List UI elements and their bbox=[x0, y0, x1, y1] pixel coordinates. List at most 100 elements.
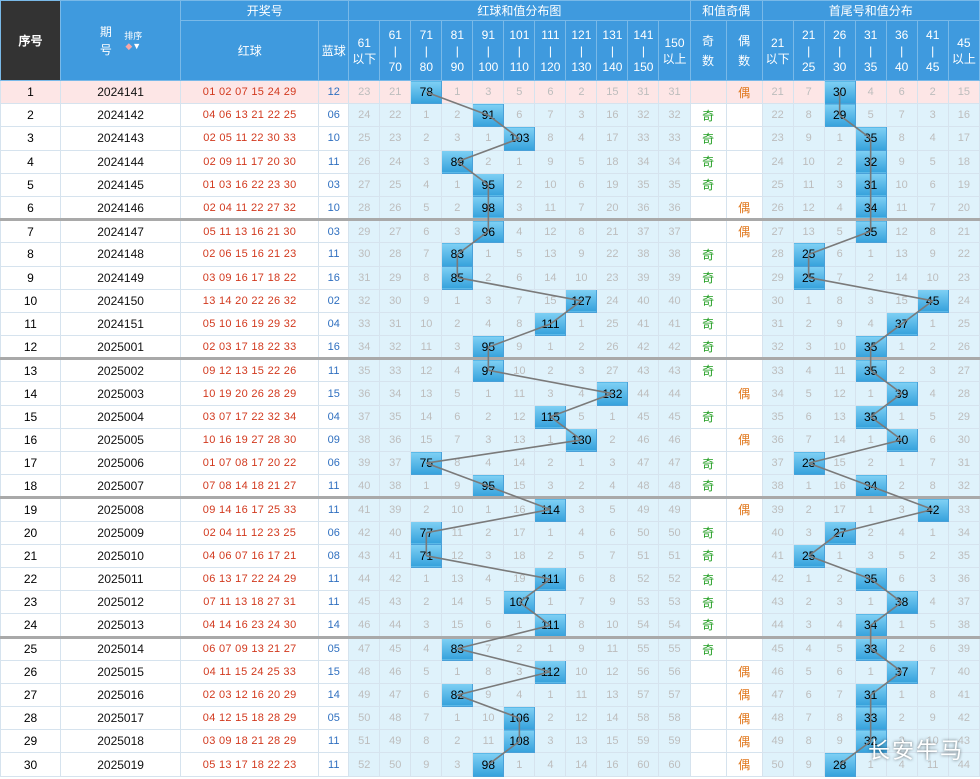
table-row: 23 2025012 07 11 13 18 27 31 11 45 43 2 14 5 107 1… bbox=[0, 590, 980, 615]
tail-miss-cell: 30 bbox=[947, 427, 980, 453]
sum-miss-cell: 1 bbox=[410, 566, 443, 592]
row-blue-ball: 06 bbox=[318, 520, 350, 545]
sum-miss-cell: 1 bbox=[503, 613, 536, 639]
sum-miss-cell: 7 bbox=[534, 103, 567, 128]
parity-even-cell bbox=[725, 103, 763, 128]
tail-miss-cell: 1 bbox=[916, 520, 949, 545]
tail-miss-cell: 33 bbox=[947, 497, 980, 522]
sum-miss-cell: 2 bbox=[565, 474, 598, 500]
parity-even-cell bbox=[725, 404, 763, 429]
row-blue-ball: 09 bbox=[318, 427, 350, 453]
sum-miss-cell: 11 bbox=[534, 195, 567, 222]
row-blue-ball: 03 bbox=[318, 172, 350, 197]
sum-miss-cell: 1 bbox=[472, 497, 505, 522]
sum-miss-cell: 24 bbox=[348, 103, 381, 128]
tail-miss-cell: 2 bbox=[916, 543, 949, 568]
tail-hit-cell: 35 bbox=[854, 219, 887, 244]
header-red: 红球 bbox=[180, 20, 320, 81]
tail-miss-cell: 25 bbox=[947, 311, 980, 337]
sum-miss-cell: 11 bbox=[503, 381, 536, 406]
tail-miss-cell: 36 bbox=[761, 427, 794, 453]
row-period: 2024149 bbox=[60, 265, 182, 290]
table-row: 12 2025001 02 03 17 18 22 33 16 34 32 11 3 95 9 1 2… bbox=[0, 335, 980, 361]
row-period: 2025017 bbox=[60, 706, 182, 731]
sum-miss-cell: 23 bbox=[596, 265, 629, 290]
row-serial: 30 bbox=[0, 752, 62, 777]
sum-miss-cell: 44 bbox=[379, 613, 412, 639]
sum-miss-cell: 1 bbox=[534, 427, 567, 453]
sum-miss-cell: 43 bbox=[379, 590, 412, 615]
sum-miss-cell: 3 bbox=[503, 195, 536, 222]
sum-miss-cell: 5 bbox=[503, 242, 536, 267]
tail-miss-cell: 5 bbox=[885, 543, 918, 568]
sum-miss-cell: 4 bbox=[472, 450, 505, 476]
sum-miss-cell: 6 bbox=[565, 566, 598, 592]
row-blue-ball: 11 bbox=[318, 566, 350, 592]
tail-miss-cell: 8 bbox=[792, 103, 825, 128]
tail-miss-cell: 46 bbox=[761, 659, 794, 684]
sum-miss-cell: 11 bbox=[596, 636, 629, 661]
table-row: 4 2024144 02 09 11 17 20 30 11 26 24 3 89 2 1 9 5 18… bbox=[0, 149, 980, 174]
parity-even-cell: 偶 bbox=[725, 497, 763, 522]
tail-miss-cell: 45 bbox=[761, 636, 794, 661]
tail-miss-cell: 17 bbox=[823, 497, 856, 522]
sum-miss-cell: 9 bbox=[534, 149, 567, 174]
sum-miss-cell: 42 bbox=[658, 335, 691, 361]
sum-miss-cell: 11 bbox=[565, 682, 598, 708]
row-red-balls: 06 13 17 22 24 29 bbox=[180, 566, 320, 592]
tail-miss-cell: 16 bbox=[947, 103, 980, 128]
parity-odd-cell: 奇 bbox=[689, 311, 727, 337]
sum-miss-cell: 46 bbox=[658, 427, 691, 453]
row-blue-ball: 14 bbox=[318, 682, 350, 708]
tail-miss-cell: 6 bbox=[916, 636, 949, 661]
sum-miss-cell: 37 bbox=[627, 219, 660, 244]
row-serial: 11 bbox=[0, 311, 62, 337]
sum-miss-cell: 3 bbox=[472, 288, 505, 313]
header-tail-col-5: 41 | 45 bbox=[916, 20, 949, 81]
header-tail-col-2: 26 | 30 bbox=[823, 20, 856, 81]
sum-miss-cell: 45 bbox=[627, 404, 660, 429]
sum-miss-cell: 2 bbox=[410, 590, 443, 615]
tail-hit-cell: 29 bbox=[823, 103, 856, 128]
tail-miss-cell: 3 bbox=[916, 103, 949, 128]
tail-hit-cell: 40 bbox=[885, 427, 918, 453]
sum-miss-cell: 5 bbox=[503, 79, 536, 105]
sum-miss-cell: 2 bbox=[503, 636, 536, 661]
table-row: 26 2025015 04 11 15 24 25 33 15 48 46 5 1 8 3 112 1… bbox=[0, 659, 980, 684]
sum-miss-cell: 16 bbox=[596, 752, 629, 777]
row-red-balls: 01 07 08 17 20 22 bbox=[180, 450, 320, 476]
sum-miss-cell: 41 bbox=[658, 311, 691, 337]
tail-miss-cell: 13 bbox=[823, 404, 856, 429]
table-row: 24 2025013 04 14 16 23 24 30 14 46 44 3 15 6 1 111… bbox=[0, 613, 980, 639]
tail-miss-cell: 3 bbox=[916, 358, 949, 383]
tail-miss-cell: 43 bbox=[947, 729, 980, 754]
row-serial: 21 bbox=[0, 543, 62, 568]
sum-miss-cell: 25 bbox=[596, 311, 629, 337]
sum-miss-cell: 48 bbox=[658, 474, 691, 500]
table-row: 25 2025014 06 07 09 13 21 27 05 47 45 4 83 7 2 1 9 1… bbox=[0, 636, 980, 661]
tail-miss-cell: 10 bbox=[885, 172, 918, 197]
header-period[interactable]: 期号 排序 ◆▼ bbox=[60, 0, 182, 81]
parity-odd-cell: 奇 bbox=[689, 265, 727, 290]
tail-hit-cell: 28 bbox=[823, 752, 856, 777]
tail-miss-cell: 6 bbox=[885, 566, 918, 592]
sum-miss-cell: 8 bbox=[565, 219, 598, 244]
parity-odd-cell bbox=[689, 659, 727, 684]
sum-miss-cell: 30 bbox=[379, 288, 412, 313]
tail-miss-cell: 1 bbox=[885, 335, 918, 361]
sum-miss-cell: 15 bbox=[503, 474, 536, 500]
parity-odd-cell: 奇 bbox=[689, 358, 727, 383]
sum-hit-cell: 107 bbox=[503, 590, 536, 615]
sum-hit-cell: 97 bbox=[472, 358, 505, 383]
row-red-balls: 02 04 11 12 23 25 bbox=[180, 520, 320, 545]
tail-miss-cell: 8 bbox=[885, 126, 918, 151]
sum-miss-cell: 31 bbox=[627, 79, 660, 105]
row-red-balls: 10 16 19 27 28 30 bbox=[180, 427, 320, 453]
parity-odd-cell: 奇 bbox=[689, 450, 727, 476]
tail-miss-cell: 2 bbox=[823, 149, 856, 174]
sum-hit-cell: 95 bbox=[472, 474, 505, 500]
row-serial: 26 bbox=[0, 659, 62, 684]
sum-hit-cell: 71 bbox=[410, 543, 443, 568]
sort-icon[interactable]: 排序 ◆▼ bbox=[124, 30, 143, 51]
